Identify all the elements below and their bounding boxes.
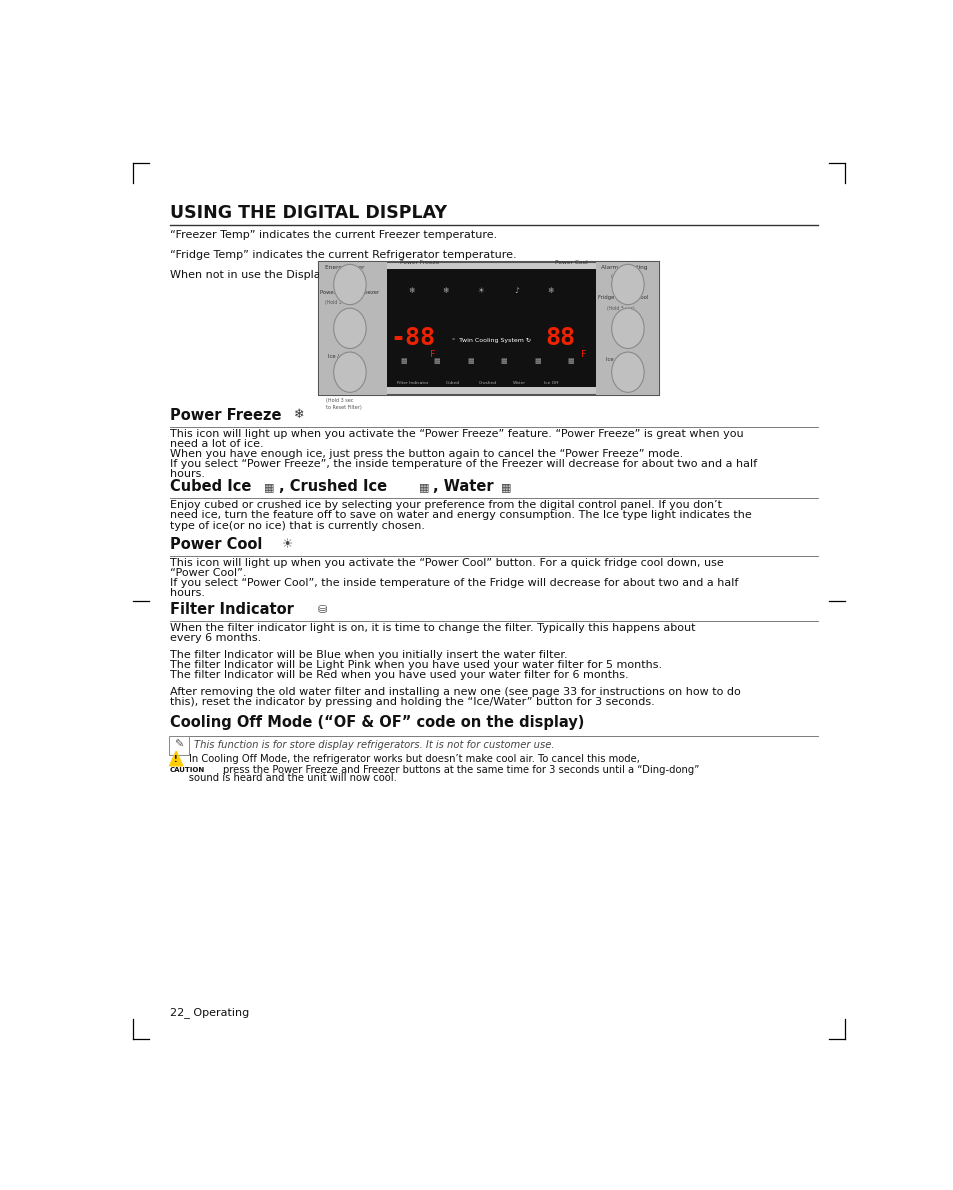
Text: Ice Off: Ice Off: [543, 381, 558, 384]
Text: Cubed: Cubed: [445, 381, 459, 384]
Text: F: F: [429, 350, 435, 359]
Text: every 6 months.: every 6 months.: [170, 633, 260, 644]
Circle shape: [611, 308, 643, 349]
Text: Filter Indicator: Filter Indicator: [170, 602, 294, 616]
Text: This icon will light up when you activate the “Power Cool” button. For a quick f: This icon will light up when you activat…: [170, 558, 722, 568]
Text: When the filter indicator light is on, it is time to change the filter. Typicall: When the filter indicator light is on, i…: [170, 624, 695, 633]
Text: If you select “Power Cool”, the inside temperature of the Fridge will decrease f: If you select “Power Cool”, the inside t…: [170, 578, 737, 588]
Text: Fridge / Power Cool: Fridge / Power Cool: [598, 295, 648, 300]
Text: (Hold 3 sec): (Hold 3 sec): [610, 275, 639, 280]
Text: ▦: ▦: [567, 358, 574, 364]
Text: Power Freeze: Power Freeze: [400, 259, 439, 264]
Text: This function is for store display refrigerators. It is not for customer use.: This function is for store display refri…: [193, 740, 554, 750]
Text: ✎: ✎: [173, 740, 183, 750]
Text: ▦: ▦: [400, 358, 407, 364]
Text: “Power Cool”.: “Power Cool”.: [170, 568, 246, 578]
Text: ❄: ❄: [294, 408, 304, 421]
Text: Alarm / Lighting: Alarm / Lighting: [600, 265, 647, 270]
Text: (Hold 3 sec: (Hold 3 sec: [326, 399, 354, 403]
Text: type of ice(or no ice) that is currently chosen.: type of ice(or no ice) that is currently…: [170, 520, 424, 531]
Text: ⛁: ⛁: [317, 605, 327, 615]
Text: hours.: hours.: [170, 469, 204, 480]
Circle shape: [334, 352, 366, 393]
Text: , Crushed Ice: , Crushed Ice: [278, 480, 387, 494]
Text: When you have enough ice, just press the button again to cancel the “Power Freez: When you have enough ice, just press the…: [170, 449, 682, 459]
Text: CAUTION: CAUTION: [170, 766, 205, 772]
Text: ❄: ❄: [442, 286, 448, 295]
Text: ▦: ▦: [419, 482, 430, 493]
FancyBboxPatch shape: [387, 269, 596, 388]
Text: need a lot of ice.: need a lot of ice.: [170, 439, 263, 449]
Text: ▦: ▦: [500, 482, 511, 493]
Text: Crushed: Crushed: [478, 381, 497, 384]
Text: (Hold 3 sec): (Hold 3 sec): [606, 306, 635, 311]
Text: ▦: ▦: [500, 358, 507, 364]
Text: “Freezer Temp” indicates the current Freezer temperature.: “Freezer Temp” indicates the current Fre…: [170, 230, 497, 240]
FancyBboxPatch shape: [169, 735, 189, 754]
Text: hours.: hours.: [170, 588, 204, 599]
Polygon shape: [170, 751, 183, 766]
Text: need ice, turn the feature off to save on water and energy consumption. The Ice : need ice, turn the feature off to save o…: [170, 511, 751, 520]
Text: ❄: ❄: [409, 286, 415, 295]
Text: (Hold 3 sec): (Hold 3 sec): [324, 300, 353, 306]
Circle shape: [334, 264, 366, 305]
Text: sound is heard and the unit will now cool.: sound is heard and the unit will now coo…: [170, 772, 396, 783]
Text: ☀: ☀: [477, 286, 484, 295]
Text: !: !: [174, 754, 178, 764]
Text: If you select “Power Freeze”, the inside temperature of the Freezer will decreas: If you select “Power Freeze”, the inside…: [170, 459, 756, 469]
Text: Cooling Off Mode (“OF & OF” code on the display): Cooling Off Mode (“OF & OF” code on the …: [170, 715, 583, 731]
Text: The filter Indicator will be Light Pink when you have used your water filter for: The filter Indicator will be Light Pink …: [170, 659, 661, 670]
Text: Filter Indicator: Filter Indicator: [397, 381, 429, 384]
Text: -88: -88: [390, 326, 436, 350]
Text: “Fridge Temp” indicates the current Refrigerator temperature.: “Fridge Temp” indicates the current Refr…: [170, 250, 516, 261]
Text: ▦: ▦: [434, 358, 440, 364]
FancyBboxPatch shape: [596, 262, 659, 395]
Text: 22_ Operating: 22_ Operating: [170, 1007, 249, 1017]
Text: to Reset Filter): to Reset Filter): [326, 406, 361, 411]
FancyBboxPatch shape: [318, 262, 387, 395]
Text: ▦: ▦: [534, 358, 540, 364]
Text: When not in use the Display will turn off, this is normal.: When not in use the Display will turn of…: [170, 270, 479, 281]
Text: The filter Indicator will be Red when you have used your water filter for 6 mont: The filter Indicator will be Red when yo…: [170, 670, 627, 679]
Text: Cubed Ice: Cubed Ice: [170, 480, 251, 494]
Text: Enjoy cubed or crushed ice by selecting your preference from the digital control: Enjoy cubed or crushed ice by selecting …: [170, 501, 720, 511]
Text: 88: 88: [545, 326, 576, 350]
Text: (Hold 3 sec): (Hold 3 sec): [610, 368, 638, 374]
Text: In Cooling Off Mode, the refrigerator works but doesn’t make cool air. To cancel: In Cooling Off Mode, the refrigerator wo…: [189, 753, 639, 764]
Text: Power Cool: Power Cool: [170, 537, 262, 552]
Text: This icon will light up when you activate the “Power Freeze” feature. “Power Fre: This icon will light up when you activat…: [170, 428, 742, 439]
Text: F: F: [580, 350, 586, 359]
Text: The filter Indicator will be Blue when you initially insert the water filter.: The filter Indicator will be Blue when y…: [170, 650, 566, 659]
Text: Energy Saver: Energy Saver: [324, 265, 364, 270]
Text: Power Cool: Power Cool: [555, 259, 588, 264]
Text: , Water: , Water: [433, 480, 494, 494]
Text: ☀: ☀: [282, 538, 293, 551]
Text: ▦: ▦: [264, 482, 274, 493]
FancyBboxPatch shape: [318, 262, 659, 395]
Text: Ice / Water: Ice / Water: [328, 353, 355, 358]
Text: this), reset the indicator by pressing and holding the “Ice/Water” button for 3 : this), reset the indicator by pressing a…: [170, 697, 654, 707]
Text: ❄: ❄: [546, 286, 553, 295]
Text: Power Freeze / Freezer: Power Freeze / Freezer: [320, 290, 379, 295]
Circle shape: [611, 352, 643, 393]
Text: °  Twin Cooling System ↻: ° Twin Cooling System ↻: [452, 338, 531, 343]
Circle shape: [334, 308, 366, 349]
Text: Water: Water: [512, 381, 525, 384]
Text: ♪: ♪: [514, 286, 518, 295]
Text: Ice Off / Lock: Ice Off / Lock: [605, 356, 639, 362]
Text: USING THE DIGITAL DISPLAY: USING THE DIGITAL DISPLAY: [170, 203, 446, 223]
Text: press the Power Freeze and Freezer buttons at the same time for 3 seconds until : press the Power Freeze and Freezer butto…: [223, 764, 700, 775]
Text: After removing the old water filter and installing a new one (see page 33 for in: After removing the old water filter and …: [170, 688, 740, 697]
Circle shape: [611, 264, 643, 305]
Text: Power Freeze: Power Freeze: [170, 407, 281, 422]
Text: ▦: ▦: [467, 358, 474, 364]
